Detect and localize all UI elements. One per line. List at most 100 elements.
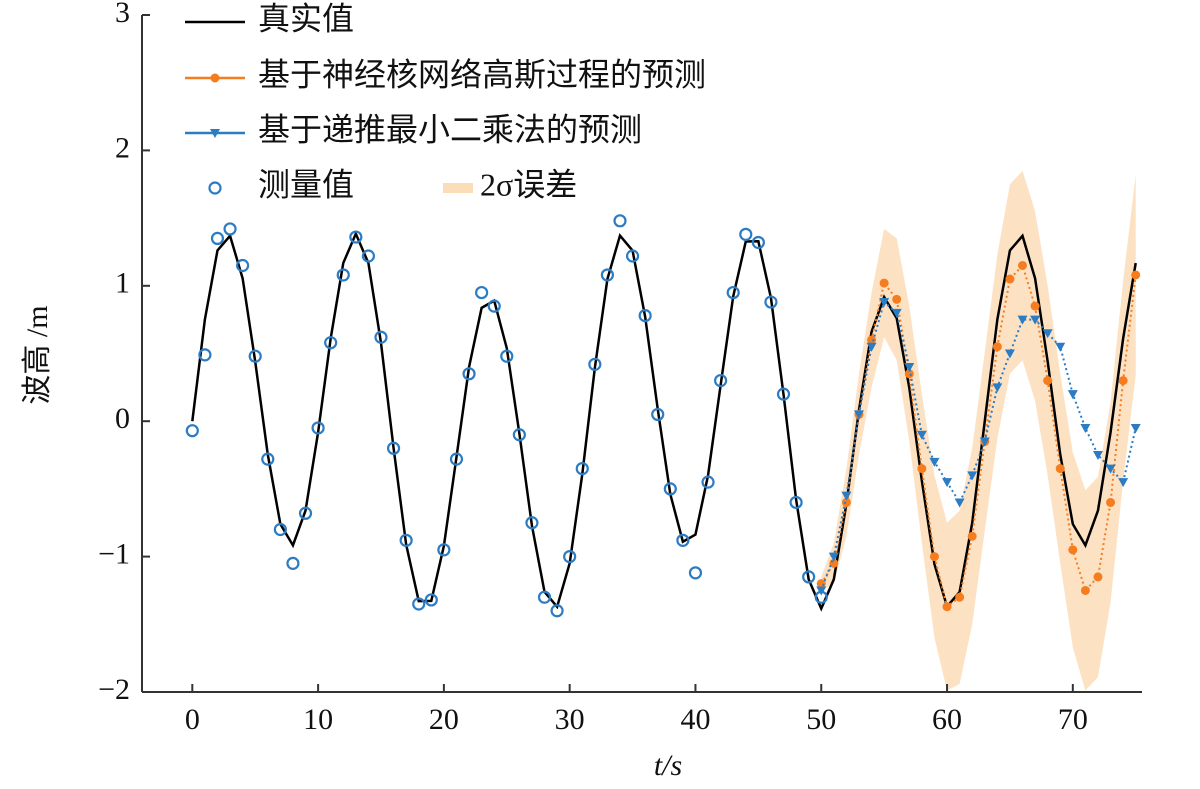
point-marker [223, 222, 237, 236]
point-marker [374, 330, 388, 344]
y-tick-label: 1 [115, 267, 130, 300]
x-tick-label: 10 [303, 703, 333, 736]
x-axis-label: t/s [654, 749, 682, 782]
point-marker [776, 387, 791, 401]
legend-label: 基于递推最小二乘法的预测 [258, 111, 642, 147]
legend-label: 测量值 [258, 166, 354, 202]
legend-label: 2σ误差 [480, 166, 577, 202]
point-marker [1080, 585, 1090, 595]
point-marker [563, 549, 577, 564]
legend-swatch [210, 73, 220, 83]
point-marker [676, 533, 690, 547]
x-tick-label: 0 [185, 703, 200, 736]
point-marker [942, 602, 952, 612]
x-tick-label: 40 [680, 703, 710, 736]
point-marker [751, 235, 765, 250]
point-marker [512, 428, 526, 442]
point-marker [942, 478, 953, 488]
point-marker [462, 367, 476, 381]
point-marker [841, 491, 852, 501]
point-marker [361, 249, 376, 263]
point-marker [1105, 464, 1116, 474]
point-marker [1131, 270, 1141, 280]
point-marker [1093, 572, 1103, 582]
point-marker [879, 278, 889, 288]
point-marker [764, 295, 778, 309]
point-marker [1030, 315, 1041, 325]
y-tick-label: 0 [115, 402, 130, 435]
point-marker [475, 285, 489, 300]
point-marker [248, 349, 262, 363]
point-marker [955, 592, 965, 602]
point-marker [336, 268, 350, 282]
point-marker [1055, 342, 1066, 352]
point-marker [904, 369, 914, 379]
point-marker [1080, 423, 1091, 433]
point-marker [879, 298, 890, 308]
point-marker [550, 604, 564, 618]
point-marker [841, 497, 851, 507]
point-marker [613, 214, 627, 228]
point-marker [992, 342, 1002, 352]
point-marker [1067, 390, 1078, 400]
point-marker [412, 597, 426, 611]
point-marker [1068, 545, 1078, 555]
y-tick-label: −1 [98, 537, 130, 570]
point-marker [929, 552, 939, 562]
point-marker [802, 570, 816, 584]
x-tick-label: 30 [555, 703, 585, 736]
point-marker [600, 268, 615, 282]
x-tick-label: 60 [932, 703, 962, 736]
point-marker [1004, 349, 1015, 359]
point-marker [739, 227, 753, 241]
point-marker [386, 441, 401, 455]
point-marker [273, 522, 287, 537]
point-marker [954, 498, 965, 508]
y-tick-label: 2 [115, 131, 130, 164]
plot-area [141, 14, 1142, 693]
point-marker [967, 531, 977, 541]
point-marker [261, 452, 275, 466]
x-tick-label: 50 [806, 703, 836, 736]
point-marker [349, 230, 363, 244]
point-marker [185, 424, 199, 438]
point-marker [298, 506, 313, 520]
point-marker [399, 533, 413, 547]
legend-swatch [208, 181, 222, 195]
point-marker [324, 336, 338, 350]
point-marker [891, 308, 902, 318]
point-marker [625, 249, 640, 263]
point-marker [588, 357, 602, 371]
point-marker [1018, 260, 1028, 270]
point-marker [992, 383, 1003, 393]
point-marker [663, 482, 677, 496]
legend-label: 基于神经核网络高斯过程的预测 [258, 56, 706, 92]
point-marker [424, 593, 438, 607]
point-marker [1017, 315, 1028, 325]
point-marker [892, 294, 902, 304]
point-marker [437, 543, 451, 557]
legend-swatch [210, 129, 220, 138]
point-marker [726, 285, 740, 300]
point-marker [916, 430, 927, 440]
point-marker [651, 407, 665, 422]
point-marker [449, 452, 464, 466]
point-marker [1055, 464, 1065, 474]
series-line [820, 300, 1137, 591]
x-tick-label: 20 [429, 703, 459, 736]
point-marker [866, 342, 877, 352]
point-marker [537, 590, 552, 604]
x-tick-label: 70 [1058, 703, 1088, 736]
point-marker [1130, 423, 1141, 433]
point-marker [1005, 274, 1015, 284]
point-marker [789, 495, 803, 510]
point-marker [198, 348, 212, 362]
point-marker [853, 410, 864, 420]
point-marker [828, 552, 839, 562]
point-marker [487, 299, 501, 313]
point-marker [867, 335, 877, 345]
point-marker [210, 231, 225, 246]
legend-label: 真实值 [258, 0, 354, 36]
point-marker [1118, 376, 1128, 386]
legend-swatch [443, 183, 473, 193]
